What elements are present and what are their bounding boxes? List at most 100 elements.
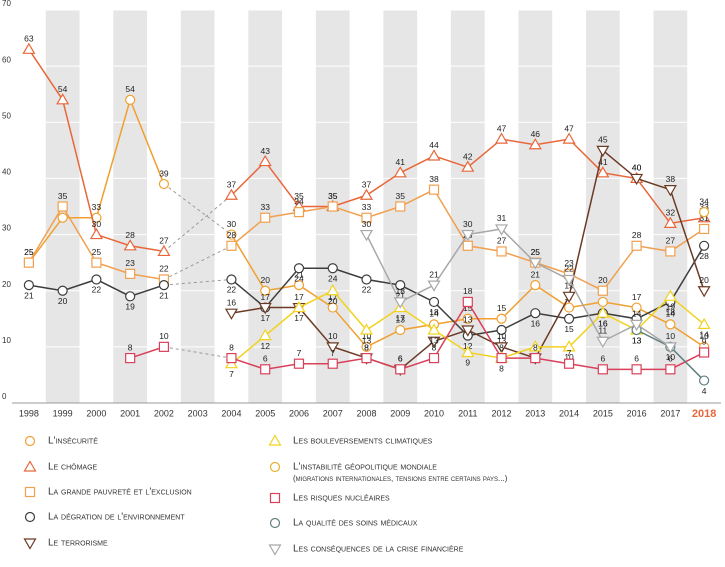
data-label: 23 <box>125 258 135 268</box>
data-label: 22 <box>159 264 169 274</box>
data-label: 8 <box>364 342 369 352</box>
data-point <box>361 274 372 285</box>
data-label: 25 <box>92 247 102 257</box>
x-tick-label: 2007 <box>323 408 343 418</box>
data-label: 9 <box>465 358 470 368</box>
data-point <box>258 328 272 341</box>
data-label: 13 <box>497 335 507 345</box>
data-point <box>596 166 610 178</box>
data-point <box>530 308 541 319</box>
data-label: 35 <box>328 191 338 201</box>
gap-connector <box>163 278 232 286</box>
data-point <box>665 364 676 375</box>
data-point <box>224 308 238 320</box>
data-label: 19 <box>125 302 135 312</box>
data-label: 14 <box>632 309 642 319</box>
data-point <box>663 185 677 197</box>
data-point <box>91 274 102 285</box>
data-label: 16 <box>531 318 541 328</box>
data-label: 17 <box>294 292 304 302</box>
x-tick-label: 2005 <box>255 408 275 418</box>
legend-item: La qualité des soins médicaux <box>269 518 418 529</box>
data-point <box>125 268 136 279</box>
data-point <box>57 201 68 212</box>
data-label: 6 <box>263 354 268 364</box>
data-label: 8 <box>499 342 504 352</box>
data-point <box>361 212 372 223</box>
data-label: 37 <box>362 180 372 190</box>
data-point <box>699 347 710 358</box>
data-label: 28 <box>632 230 642 240</box>
data-point <box>292 300 306 313</box>
data-point <box>327 302 338 313</box>
data-point <box>461 325 475 337</box>
data-point <box>427 336 441 348</box>
y-tick-label: 50 <box>2 111 11 120</box>
data-point <box>23 280 34 291</box>
data-label: 28 <box>125 230 135 240</box>
gap-connector <box>163 245 232 280</box>
data-label: 17 <box>632 292 642 302</box>
data-label: 46 <box>531 129 541 139</box>
data-label: 7 <box>229 369 234 379</box>
data-point <box>427 280 441 292</box>
data-point <box>596 336 610 348</box>
data-label: 54 <box>58 84 68 94</box>
data-label: 8 <box>364 342 369 352</box>
legend-item: La dégration de l'environnement <box>24 512 185 523</box>
x-tick-label: 2011 <box>458 408 477 418</box>
data-label: 12 <box>260 341 270 351</box>
x-tick-label: 2001 <box>120 408 140 418</box>
data-point <box>393 297 407 309</box>
data-point <box>563 358 575 369</box>
y-tick-label: 70 <box>2 0 11 8</box>
data-label: 7 <box>297 348 302 358</box>
data-point <box>125 291 136 302</box>
legend-item: Les conséquences de la crise financière <box>268 544 464 556</box>
data-label: 6 <box>668 354 673 364</box>
legend-label: L'instabilité géopolitique mondiale <box>293 462 437 473</box>
data-point <box>361 341 372 352</box>
x-tick-label: 2018 <box>692 408 716 420</box>
data-label: 6 <box>600 354 605 364</box>
data-point <box>461 229 475 242</box>
data-point <box>665 246 676 257</box>
data-label: 47 <box>564 123 574 133</box>
legend-marker <box>24 486 36 498</box>
data-point <box>293 263 305 274</box>
x-tick-label: 1999 <box>53 408 73 418</box>
series-line <box>365 228 671 348</box>
data-label: 54 <box>125 84 135 94</box>
legend-item: Le terrorisme <box>23 538 108 550</box>
data-point <box>395 364 406 375</box>
data-label: 32 <box>666 208 676 218</box>
data-label: 30 <box>362 219 372 229</box>
data-point <box>89 227 103 240</box>
data-point <box>260 285 271 296</box>
data-point <box>631 364 642 375</box>
data-label: 31 <box>699 213 709 223</box>
data-point <box>528 258 542 270</box>
data-point <box>326 284 340 296</box>
data-point <box>563 302 575 313</box>
data-label: 27 <box>497 236 507 246</box>
data-point <box>462 313 473 324</box>
data-label: 21 <box>159 290 169 300</box>
data-label: 20 <box>260 275 270 285</box>
data-point <box>258 302 272 315</box>
data-point <box>293 280 305 291</box>
legend-item: Les risques nucléaires <box>269 492 390 504</box>
data-point <box>23 257 34 268</box>
y-tick-label: 60 <box>2 55 11 64</box>
data-point <box>562 274 576 287</box>
data-point <box>699 207 710 218</box>
data-point <box>359 229 374 242</box>
data-label: 10 <box>328 331 338 341</box>
data-point <box>359 188 374 200</box>
data-label: 8 <box>128 342 133 352</box>
data-label: 35 <box>58 191 68 201</box>
data-label: 22 <box>227 285 237 295</box>
column-stripe <box>180 10 215 403</box>
legend-marker <box>269 492 281 504</box>
data-label: 20 <box>598 275 608 285</box>
